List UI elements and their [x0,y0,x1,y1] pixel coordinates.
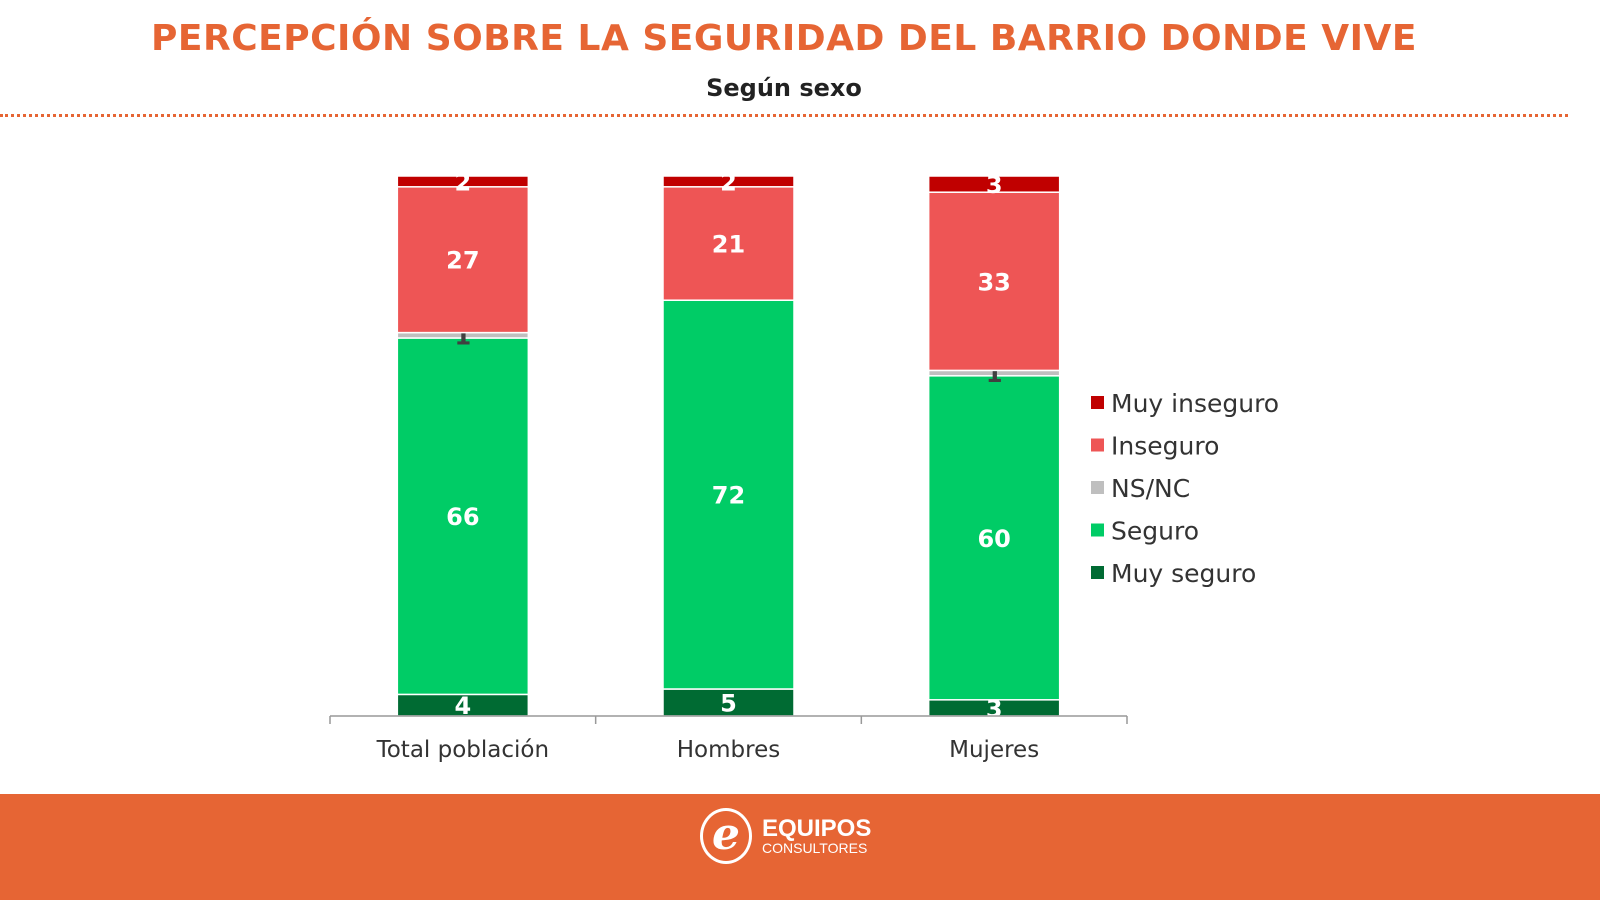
logo-line2: CONSULTORES [762,840,868,856]
data-label: 60 [977,525,1010,553]
page-title: PERCEPCIÓN SOBRE LA SEGURIDAD DEL BARRIO… [151,18,1417,59]
data-label: 21 [712,231,745,259]
logo-line1: EQUIPOS [762,815,872,842]
legend-label: Seguro [1111,517,1199,546]
data-label: 4 [454,692,471,720]
legend-label: Muy seguro [1111,559,1256,588]
data-label: 2 [454,168,471,196]
data-label: 27 [446,247,479,275]
legend-label: Muy inseguro [1111,389,1279,418]
bar-segment [927,175,1061,193]
bar-segment [662,299,795,690]
data-label: 5 [720,690,737,718]
page-subtitle: Según sexo [706,74,862,102]
bar-segment [396,186,530,334]
dotted-divider [0,114,1568,117]
data-label: 3 [986,171,1003,199]
bar-segment [662,175,795,188]
legend-swatch [1091,481,1104,494]
footer-bar: e EQUIPOS CONSULTORES [0,794,1600,900]
x-tick-label: Mujeres [949,737,1039,763]
equipos-logo: e EQUIPOS CONSULTORES [700,808,871,864]
data-label: 2 [720,168,737,196]
legend-swatch [1091,523,1104,537]
logo-e-icon: e [700,808,752,864]
x-tick-label: Total población [376,737,549,763]
bar-segment [927,375,1061,701]
legend-label: Inseguro [1111,432,1219,461]
bar-segment [396,175,530,188]
bar-segment [927,191,1061,372]
legend-label: NS/NC [1111,474,1190,503]
legend-swatch [1091,438,1104,452]
bar-segment [662,186,795,301]
data-label: 72 [712,482,745,510]
x-tick-label: Hombres [677,737,780,763]
data-label: 66 [446,503,479,531]
bar-segment [396,337,530,696]
data-label: 33 [977,268,1010,296]
legend-swatch [1091,396,1104,409]
legend-swatch [1091,566,1104,579]
